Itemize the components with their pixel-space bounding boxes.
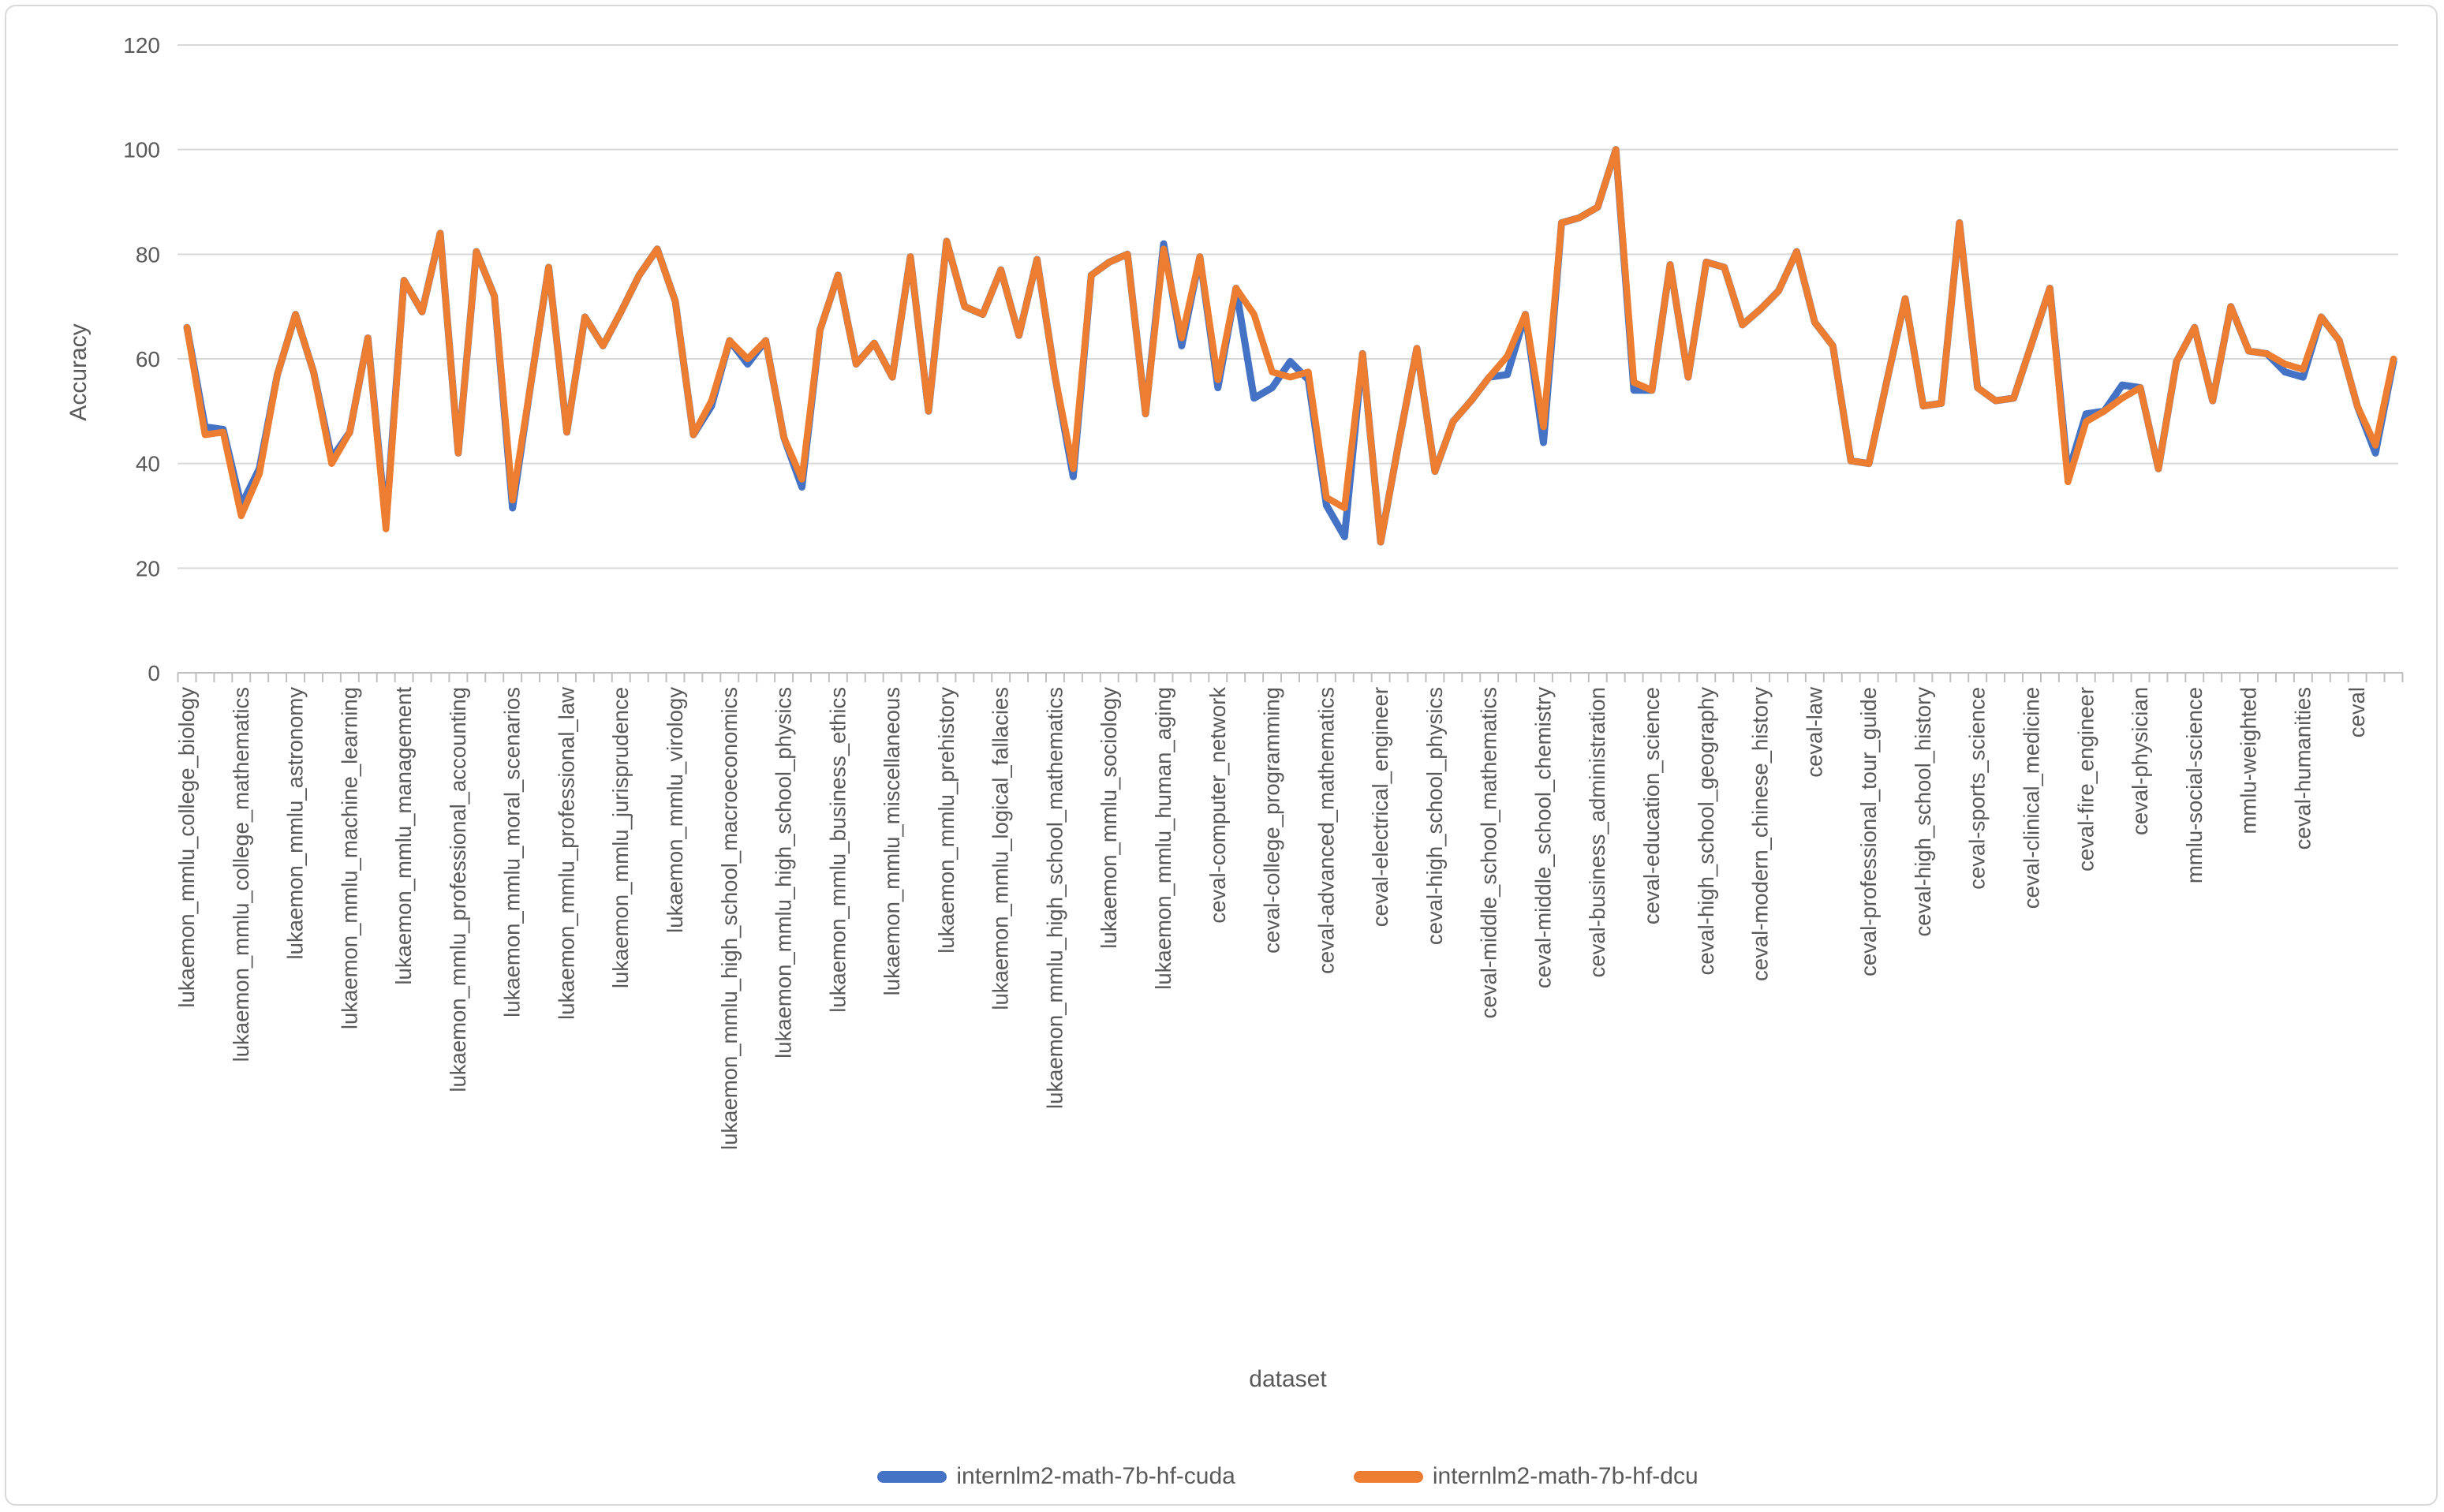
x-tick-label: ceval-law: [1802, 687, 1826, 778]
x-tick-label: lukaemon_mmlu_college_mathematics: [229, 687, 253, 1062]
x-tick-label: ceval-high_school_physics: [1422, 687, 1447, 945]
y-tick-label: 40: [136, 452, 160, 476]
x-tick-label: ceval: [2345, 687, 2369, 737]
x-tick-label: ceval-sports_science: [1965, 687, 1990, 890]
y-tick-label: 20: [136, 556, 160, 581]
legend-label-dcu: internlm2-math-7b-hf-dcu: [1432, 1463, 1698, 1489]
x-tick-label: ceval-education_science: [1639, 687, 1664, 924]
x-tick-label: lukaemon_mmlu_professional_accounting: [446, 687, 470, 1092]
legend-item-dcu[interactable]: internlm2-math-7b-hf-dcu: [1353, 1463, 1698, 1490]
x-tick-label: lukaemon_mmlu_sociology: [1097, 687, 1121, 949]
y-tick-label: 100: [123, 138, 160, 162]
x-tick-label: lukaemon_mmlu_management: [391, 687, 416, 985]
x-tick-label: ceval-modern_chinese_history: [1748, 687, 1773, 981]
x-tick-label: ceval-business_administration: [1585, 687, 1609, 977]
x-axis-title: dataset: [1249, 1366, 1327, 1392]
x-tick-label: lukaemon_mmlu_human_aging: [1151, 687, 1175, 990]
y-tick-label: 60: [136, 347, 160, 371]
x-tick-label: ceval-fire_engineer: [2073, 687, 2098, 872]
x-tick-label: mmlu-weighted: [2237, 687, 2261, 834]
x-tick-label: lukaemon_mmlu_business_ethics: [825, 687, 850, 1013]
x-tick-label: ceval-college_programming: [1260, 687, 1284, 954]
x-tick-label: ceval-professional_tour_guide: [1856, 687, 1881, 976]
y-axis-title: Accuracy: [65, 323, 92, 421]
x-tick-label: ceval-clinical_medicine: [2019, 687, 2043, 909]
legend-swatch-cuda: [877, 1470, 947, 1483]
x-tick-label: lukaemon_mmlu_virology: [663, 687, 687, 933]
x-tick-label: lukaemon_mmlu_miscellaneous: [880, 687, 904, 995]
x-tick-label: ceval-humanities: [2290, 687, 2315, 849]
legend-swatch-dcu: [1353, 1470, 1423, 1483]
legend-item-cuda[interactable]: internlm2-math-7b-hf-cuda: [877, 1463, 1235, 1490]
series-line-dcu[interactable]: [183, 146, 2397, 546]
chart-frame: [5, 5, 2438, 1506]
x-tick-label: ceval-physician: [2128, 687, 2152, 835]
x-tick-label: lukaemon_mmlu_jurisprudence: [608, 687, 633, 988]
x-tick-label: lukaemon_mmlu_high_school_mathematics: [1042, 687, 1067, 1109]
x-tick-label: ceval-middle_school_chemistry: [1530, 687, 1555, 988]
x-tick-label: lukaemon_mmlu_prehistory: [934, 687, 959, 954]
x-tick-label: ceval-electrical_engineer: [1368, 687, 1392, 927]
x-tick-label: lukaemon_mmlu_high_school_macroeconomics: [717, 687, 742, 1150]
x-tick-label: lukaemon_mmlu_machine_learning: [337, 687, 361, 1029]
x-tick-label: lukaemon_mmlu_logical_fallacies: [988, 687, 1013, 1010]
x-tick-label: lukaemon_mmlu_high_school_physics: [772, 687, 796, 1058]
x-tick-label: ceval-advanced_mathematics: [1314, 687, 1338, 974]
y-tick-label: 80: [136, 242, 160, 267]
legend-label-cuda: internlm2-math-7b-hf-cuda: [956, 1463, 1235, 1489]
x-tick-label: lukaemon_mmlu_moral_scenarios: [500, 687, 525, 1017]
x-tick-label: ceval-computer_network: [1205, 687, 1230, 924]
x-tick-label: lukaemon_mmlu_college_biology: [174, 687, 199, 1008]
x-tick-label: lukaemon_mmlu_professional_law: [554, 687, 578, 1020]
x-tick-label: ceval-high_school_geography: [1694, 687, 1718, 976]
x-tick-label: lukaemon_mmlu_astronomy: [283, 687, 308, 960]
legend: internlm2-math-7b-hf-cuda internlm2-math…: [178, 1463, 2398, 1490]
y-tick-label: 0: [148, 661, 160, 685]
x-tick-label: ceval-middle_school_mathematics: [1477, 687, 1501, 1018]
x-tick-label: mmlu-social-science: [2182, 687, 2207, 883]
x-tick-label: ceval-high_school_history: [1911, 687, 1935, 937]
y-tick-label: 120: [123, 33, 160, 58]
